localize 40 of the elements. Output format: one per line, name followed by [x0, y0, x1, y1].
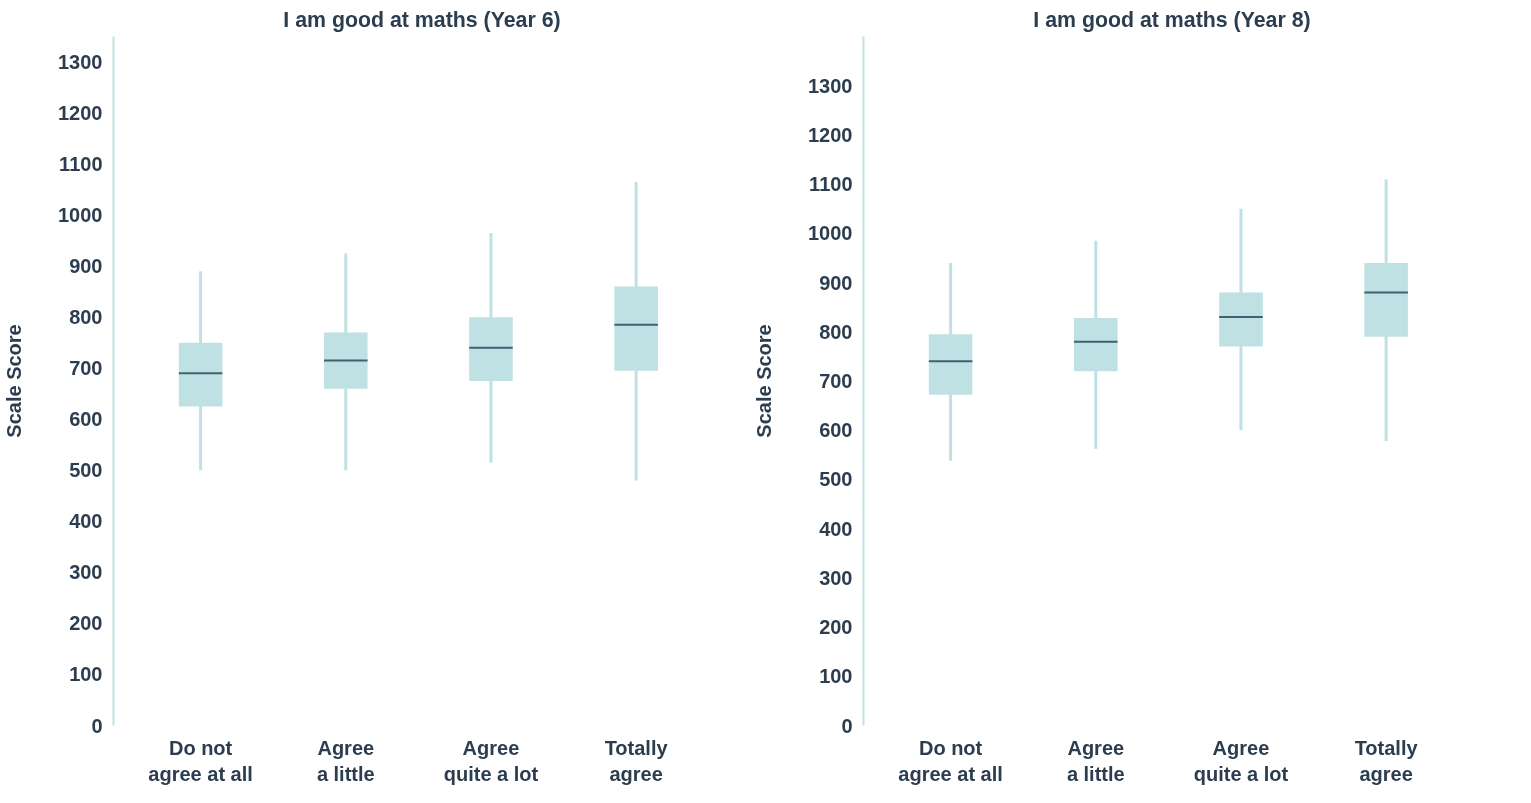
y-tick-label: 1100: [59, 153, 103, 176]
y-tick-label: 1000: [808, 222, 853, 245]
y-tick-label: 1300: [808, 74, 853, 97]
x-tick-label: Agree quite a lot: [443, 736, 539, 785]
y-tick-label: 600: [69, 408, 103, 431]
y-tick-label: 700: [819, 370, 853, 392]
y-tick-label: 1300: [58, 51, 103, 74]
y-tick-label: 1200: [58, 102, 103, 125]
chart-title: I am good at maths (Year 6): [283, 7, 561, 32]
y-tick-label: 700: [69, 357, 103, 380]
x-tick-label: Agree a little: [1066, 736, 1125, 785]
y-tick-label: 300: [69, 561, 103, 584]
y-tick-label: 200: [69, 612, 103, 635]
y-tick-label: 400: [819, 517, 853, 540]
y-tick-label: 1200: [808, 123, 853, 146]
x-tick-label: Totally agree: [604, 736, 669, 785]
x-tick-label: Do not agree at all: [898, 736, 1003, 785]
y-tick-label: 900: [819, 271, 853, 294]
chart-title: I am good at maths (Year 8): [1033, 7, 1311, 32]
y-axis-title: Scale Score: [3, 324, 26, 438]
y-tick-label: 300: [819, 566, 853, 589]
x-tick-label: Do not agree at all: [148, 736, 253, 785]
y-tick-label: 100: [69, 663, 103, 686]
x-tick-label: Agree a little: [316, 736, 375, 785]
y-tick-label: 400: [69, 510, 103, 533]
y-tick-label: 0: [841, 714, 853, 737]
y-tick-label: 500: [69, 459, 103, 482]
y-tick-label: 900: [69, 255, 103, 278]
y-tick-label: 0: [91, 714, 103, 737]
y-axis-title: Scale Score: [753, 324, 776, 438]
y-tick-label: 1000: [58, 204, 103, 227]
y-tick-label: 600: [819, 419, 853, 442]
y-tick-label: 500: [819, 468, 853, 491]
y-tick-label: 1100: [809, 173, 853, 196]
y-tick-label: 200: [819, 616, 853, 639]
x-tick-label: Agree quite a lot: [1193, 736, 1289, 785]
y-tick-label: 800: [69, 306, 103, 329]
y-tick-label: 800: [819, 320, 853, 343]
y-tick-label: 100: [819, 665, 853, 688]
x-tick-label: Totally agree: [1354, 736, 1419, 785]
